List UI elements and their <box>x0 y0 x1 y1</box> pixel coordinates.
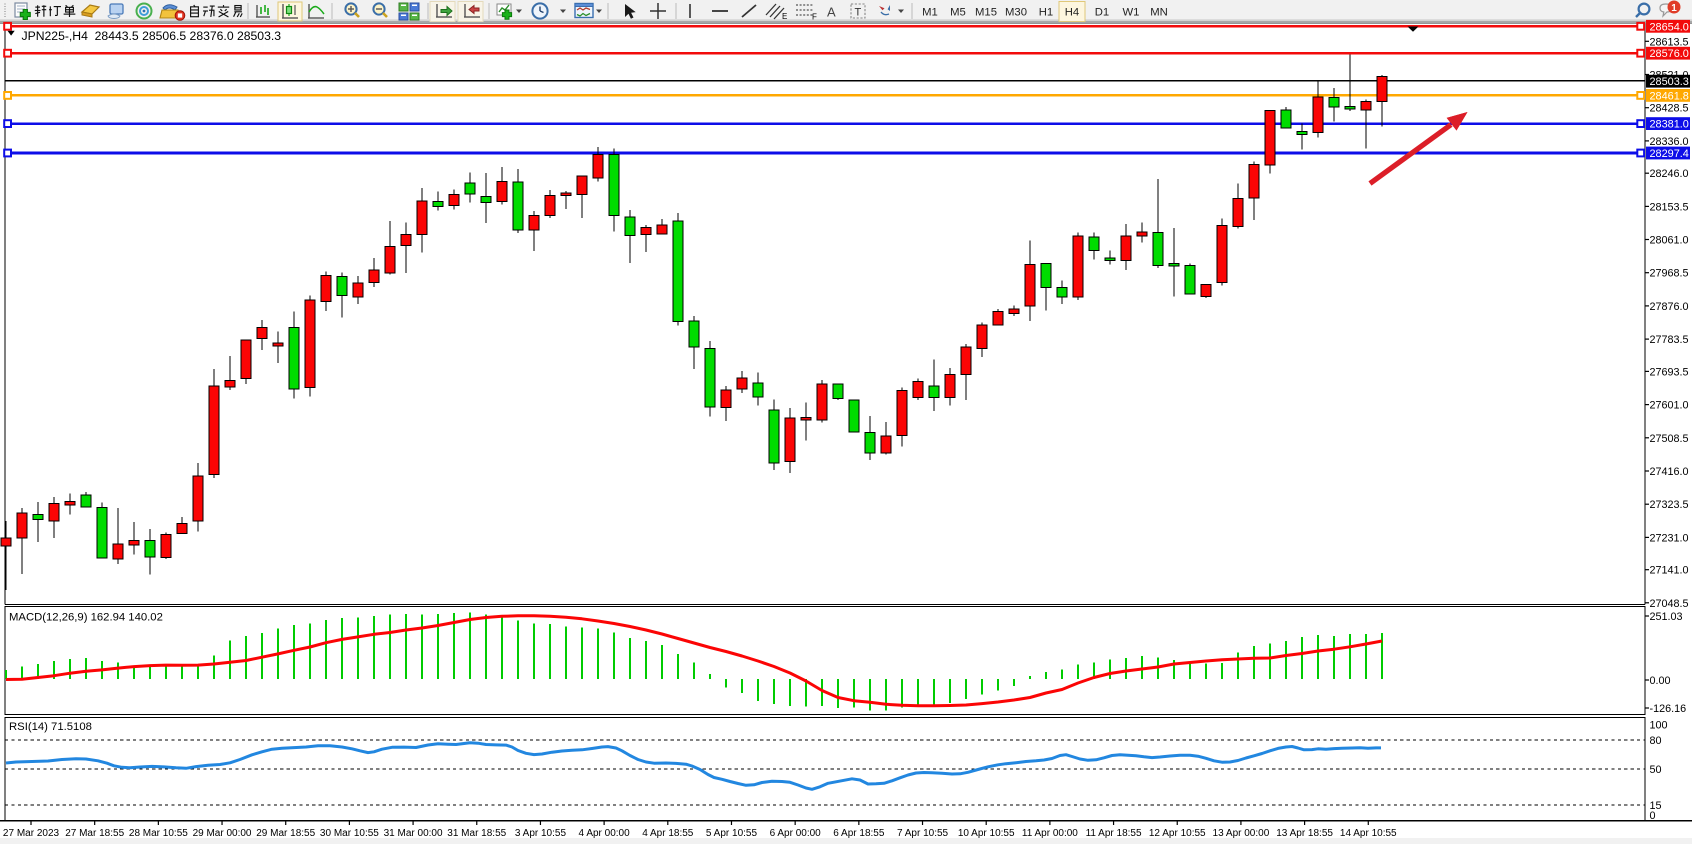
svg-text:H1: H1 <box>1039 7 1053 19</box>
svg-text:10 Apr 10:55: 10 Apr 10:55 <box>958 828 1015 839</box>
svg-text:0: 0 <box>1650 810 1656 822</box>
svg-text:D1: D1 <box>1095 7 1109 19</box>
svg-text:80: 80 <box>1650 735 1662 747</box>
svg-text:28654.0: 28654.0 <box>1650 21 1689 33</box>
svg-text:28297.4: 28297.4 <box>1650 148 1689 160</box>
svg-text:13 Apr 00:00: 13 Apr 00:00 <box>1213 828 1270 839</box>
svg-text:MN: MN <box>1150 7 1168 19</box>
svg-text:MACD(12,26,9) 162.94 140.02: MACD(12,26,9) 162.94 140.02 <box>9 612 163 624</box>
svg-text:11 Apr 00:00: 11 Apr 00:00 <box>1022 828 1078 839</box>
svg-text:31 Mar 00:00: 31 Mar 00:00 <box>384 828 443 839</box>
svg-text:27323.5: 27323.5 <box>1650 499 1689 511</box>
svg-text:12 Apr 10:55: 12 Apr 10:55 <box>1149 828 1206 839</box>
svg-text:27876.0: 27876.0 <box>1650 301 1689 313</box>
svg-text:27 Mar 2023: 27 Mar 2023 <box>3 828 60 839</box>
svg-text:7 Apr 10:55: 7 Apr 10:55 <box>897 828 949 839</box>
svg-text:4 Apr 00:00: 4 Apr 00:00 <box>579 828 631 839</box>
svg-text:13 Apr 18:55: 13 Apr 18:55 <box>1276 828 1333 839</box>
svg-text:29 Mar 00:00: 29 Mar 00:00 <box>193 828 252 839</box>
svg-text:100: 100 <box>1650 720 1668 732</box>
svg-text:M1: M1 <box>922 7 938 19</box>
svg-text:251.03: 251.03 <box>1650 611 1683 623</box>
svg-text:27231.0: 27231.0 <box>1650 532 1689 544</box>
svg-text:JPN225-,H4 28443.5 28506.5 28: JPN225-,H4 28443.5 28506.5 28376.0 28503… <box>22 29 282 43</box>
svg-text:E: E <box>782 12 787 21</box>
svg-text:27508.5: 27508.5 <box>1650 433 1689 445</box>
svg-text:6 Apr 18:55: 6 Apr 18:55 <box>833 828 885 839</box>
svg-text:28061.0: 28061.0 <box>1650 235 1689 247</box>
svg-text:27141.0: 27141.0 <box>1650 565 1689 577</box>
svg-text:27 Mar 18:55: 27 Mar 18:55 <box>65 828 124 839</box>
svg-text:M15: M15 <box>975 7 997 19</box>
svg-text:11 Apr 18:55: 11 Apr 18:55 <box>1086 828 1142 839</box>
svg-text:14 Apr 10:55: 14 Apr 10:55 <box>1340 828 1397 839</box>
svg-text:3 Apr 10:55: 3 Apr 10:55 <box>515 828 567 839</box>
svg-text:27601.0: 27601.0 <box>1650 400 1689 412</box>
svg-text:A: A <box>827 5 836 20</box>
svg-text:W1: W1 <box>1123 7 1140 19</box>
svg-text:28503.3: 28503.3 <box>1650 76 1689 88</box>
svg-text:1: 1 <box>1671 3 1677 14</box>
svg-text:31 Mar 18:55: 31 Mar 18:55 <box>447 828 506 839</box>
svg-text:M5: M5 <box>950 7 966 19</box>
svg-text:28428.5: 28428.5 <box>1650 103 1689 115</box>
svg-text:50: 50 <box>1650 764 1662 776</box>
svg-text:27693.5: 27693.5 <box>1650 366 1689 378</box>
svg-text:27783.5: 27783.5 <box>1650 334 1689 346</box>
svg-text:28336.0: 28336.0 <box>1650 136 1689 148</box>
svg-text:M30: M30 <box>1005 7 1027 19</box>
svg-text:28381.0: 28381.0 <box>1650 119 1689 131</box>
svg-text:28153.5: 28153.5 <box>1650 201 1689 213</box>
svg-text:27968.5: 27968.5 <box>1650 268 1689 280</box>
svg-text:6 Apr 00:00: 6 Apr 00:00 <box>770 828 822 839</box>
svg-text:28576.0: 28576.0 <box>1650 48 1689 60</box>
svg-text:RSI(14) 71.5108: RSI(14) 71.5108 <box>9 721 92 733</box>
svg-text:15: 15 <box>1650 800 1662 812</box>
svg-text:0.00: 0.00 <box>1650 675 1671 687</box>
svg-text:5 Apr 10:55: 5 Apr 10:55 <box>706 828 758 839</box>
svg-text:H4: H4 <box>1065 7 1079 19</box>
svg-text:T: T <box>855 7 862 19</box>
svg-text:28246.0: 28246.0 <box>1650 168 1689 180</box>
svg-text:F: F <box>812 13 817 22</box>
svg-text:-126.16: -126.16 <box>1650 703 1687 715</box>
svg-text:28 Mar 10:55: 28 Mar 10:55 <box>129 828 188 839</box>
svg-text:29 Mar 18:55: 29 Mar 18:55 <box>256 828 315 839</box>
svg-text:4 Apr 18:55: 4 Apr 18:55 <box>642 828 694 839</box>
svg-text:27416.0: 27416.0 <box>1650 466 1689 478</box>
svg-text:28613.5: 28613.5 <box>1650 36 1689 48</box>
svg-text:30 Mar 10:55: 30 Mar 10:55 <box>320 828 379 839</box>
svg-text:28461.8: 28461.8 <box>1650 90 1689 102</box>
svg-text:27048.5: 27048.5 <box>1650 598 1689 610</box>
